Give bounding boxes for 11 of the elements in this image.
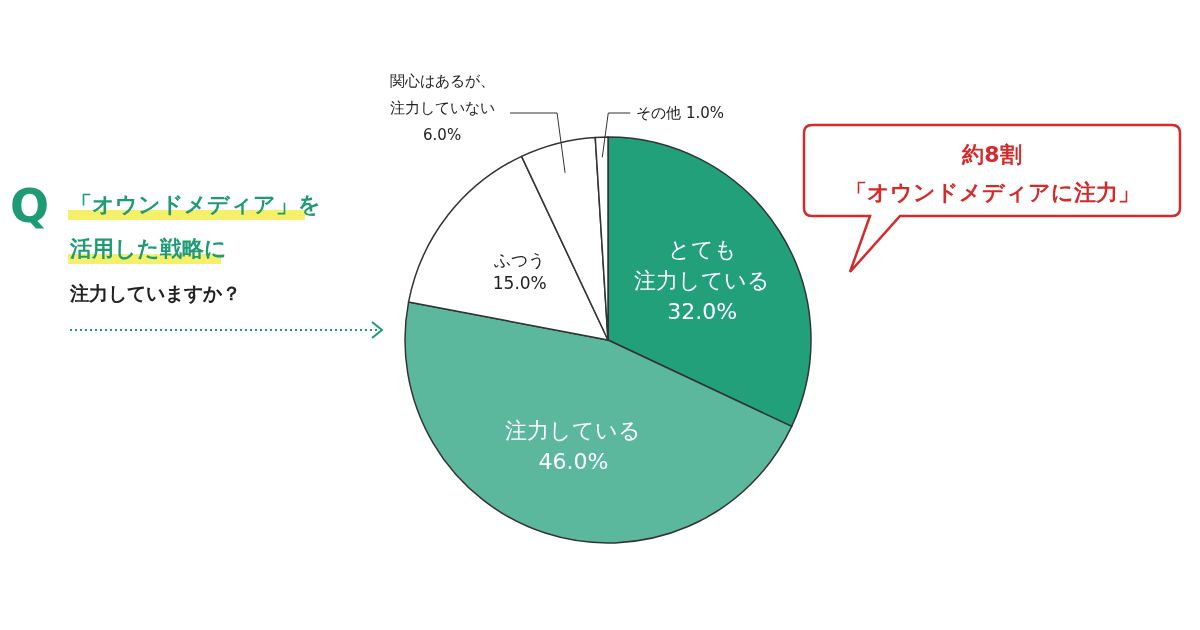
- data-label: 46.0%: [538, 449, 609, 475]
- data-label: 15.0%: [492, 273, 547, 294]
- slice-label: 注力している: [505, 418, 642, 444]
- slice-label: 関心はあるが、注力していない: [389, 72, 495, 117]
- slice-label: その他 1.0%: [636, 104, 725, 122]
- data-label: 32.0%: [667, 298, 738, 324]
- text: 約8割「オウンドメディアに注力」: [844, 142, 1140, 205]
- data-label: 6.0%: [423, 126, 462, 144]
- slice-label: ふつう: [493, 249, 546, 270]
- text: Q: [10, 179, 50, 233]
- slice-label: とても注力している: [634, 237, 771, 293]
